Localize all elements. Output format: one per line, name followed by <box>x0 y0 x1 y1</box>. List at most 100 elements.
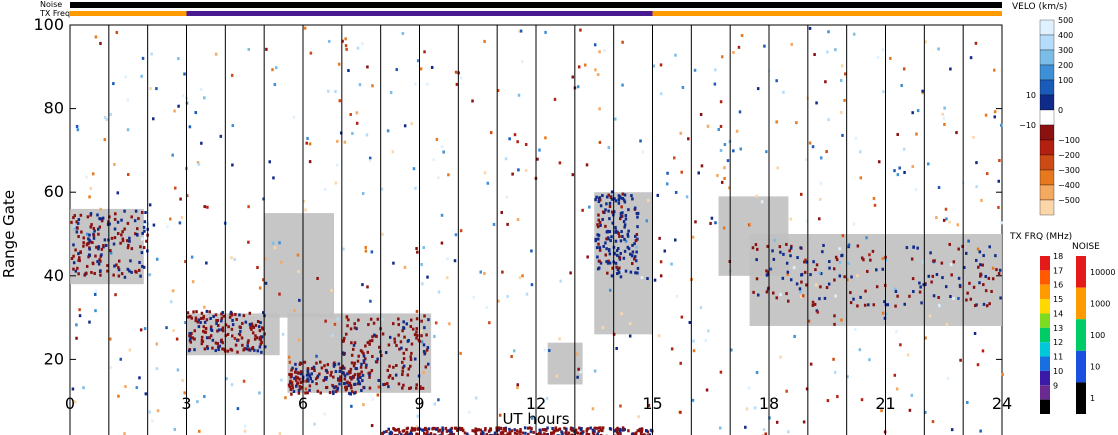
velocity-cell-195 <box>993 68 996 72</box>
velocity-cell-1242 <box>608 427 612 431</box>
velocity-cell-221 <box>789 217 793 221</box>
velocity-cell-648 <box>228 333 231 337</box>
velocity-cell-1001 <box>565 427 568 431</box>
velocity-cell-641 <box>659 63 663 67</box>
velocity-cell-93 <box>177 104 180 108</box>
txfreq-swatch-7 <box>1040 356 1050 371</box>
velocity-cell-1413 <box>425 333 428 337</box>
velocity-cell-132 <box>908 408 912 412</box>
y-tick-label-0: 0 <box>54 433 64 435</box>
velocity-cell-995 <box>586 427 590 431</box>
velocity-cell-260 <box>510 355 513 359</box>
velocity-cell-1782 <box>623 193 627 197</box>
velocity-tick-label-7: −10 <box>1019 121 1036 130</box>
velocity-cell-627 <box>422 246 426 250</box>
velocity-cell-1977 <box>825 286 829 290</box>
velocity-cell-172 <box>355 111 359 115</box>
velocity-cell-2142 <box>76 221 80 225</box>
velocity-cell-1974 <box>765 269 768 273</box>
velocity-cell-1443 <box>362 359 366 363</box>
velocity-cell-1818 <box>615 265 618 269</box>
velocity-cell-2116 <box>72 216 75 220</box>
velocity-cell-350 <box>72 225 76 229</box>
velocity-cell-2065 <box>924 283 927 287</box>
velocity-cell-622 <box>381 232 384 236</box>
velocity-cell-337 <box>793 334 796 338</box>
velocity-cell-1134 <box>575 430 578 434</box>
velocity-cell-1480 <box>211 346 214 350</box>
velocity-cell-1336 <box>395 363 398 367</box>
velocity-cell-377 <box>328 39 331 43</box>
velocity-cell-1697 <box>306 391 309 395</box>
velocity-cell-2056 <box>952 260 956 264</box>
velocity-cell-612 <box>203 305 206 309</box>
velocity-cell-570 <box>945 217 948 221</box>
velocity-cell-1885 <box>614 229 618 233</box>
velocity-cell-1364 <box>362 386 366 390</box>
velocity-cell-1210 <box>508 431 511 435</box>
velocity-cell-2180 <box>92 236 96 240</box>
velocity-cell-682 <box>872 196 876 200</box>
velocity-cell-1417 <box>369 317 373 321</box>
velocity-cell-2004 <box>751 246 755 250</box>
velocity-cell-66 <box>720 180 724 184</box>
txfreq-tick-label-5: 13 <box>1053 324 1063 333</box>
velocity-cell-503 <box>692 349 696 353</box>
velocity-cell-237 <box>559 279 563 283</box>
velocity-cell-1760 <box>356 372 360 376</box>
velocity-cell-41 <box>75 336 78 340</box>
velocity-cell-2219 <box>82 241 85 245</box>
velocity-cell-294 <box>685 195 689 199</box>
velocity-cell-1895 <box>596 225 600 229</box>
velocity-cell-314 <box>571 173 575 177</box>
velocity-cell-1193 <box>636 429 640 433</box>
velocity-cell-1925 <box>624 217 628 221</box>
velocity-cell-1903 <box>617 247 620 251</box>
velocity-cell-1842 <box>597 233 601 237</box>
velocity-cell-2146 <box>98 225 102 229</box>
velocity-cell-1575 <box>258 337 262 341</box>
velocity-cell-282 <box>790 42 793 46</box>
velocity-cell-1902 <box>626 232 629 236</box>
velocity-cell-80 <box>338 99 342 103</box>
velocity-cell-1881 <box>636 266 640 270</box>
velocity-cell-417 <box>85 175 88 179</box>
velocity-cell-2205 <box>92 233 96 237</box>
velocity-cell-572 <box>699 113 703 117</box>
velocity-cell-2126 <box>77 218 81 222</box>
velocity-cell-2238 <box>135 232 139 236</box>
velocity-cell-415 <box>271 68 274 72</box>
velocity-cell-183 <box>911 164 914 168</box>
velocity-cell-460 <box>844 72 847 76</box>
velocity-cell-1918 <box>618 256 622 260</box>
velocity-cell-1452 <box>415 330 418 334</box>
velocity-cell-2063 <box>819 285 822 289</box>
noise-colorbar-swatches <box>1076 256 1086 414</box>
velocity-cell-152 <box>906 353 910 357</box>
velocity-cell-2253 <box>84 271 88 275</box>
velocity-cell-15 <box>859 150 862 154</box>
velocity-cell-1504 <box>220 319 223 323</box>
velocity-cell-2129 <box>128 236 131 240</box>
velocity-cell-338 <box>171 289 175 293</box>
txfreq-swatch-2 <box>1040 284 1050 300</box>
velocity-cell-61 <box>833 322 836 326</box>
velocity-cell-212 <box>152 223 156 227</box>
velocity-cell-128 <box>271 241 275 245</box>
noise-tick-label-1: 1000 <box>1090 299 1110 308</box>
velocity-cell-563 <box>344 37 347 41</box>
velocity-cell-686 <box>579 28 582 32</box>
velocity-cell-1757 <box>333 363 337 367</box>
velocity-cell-1463 <box>222 347 226 351</box>
velocity-cell-1151 <box>601 429 604 433</box>
velocity-cell-2144 <box>127 243 130 247</box>
velocity-cell-1700 <box>289 375 293 379</box>
velocity-cell-1731 <box>338 369 342 373</box>
velocity-cell-1788 <box>609 239 612 243</box>
velocity-cell-1747 <box>305 379 308 383</box>
x-tick-label-8: 24 <box>992 394 1012 413</box>
velocity-cell-64 <box>787 430 790 434</box>
velocity-cell-400 <box>637 415 640 419</box>
velocity-cell-2012 <box>949 294 952 298</box>
velocity-cell-2243 <box>77 235 80 239</box>
